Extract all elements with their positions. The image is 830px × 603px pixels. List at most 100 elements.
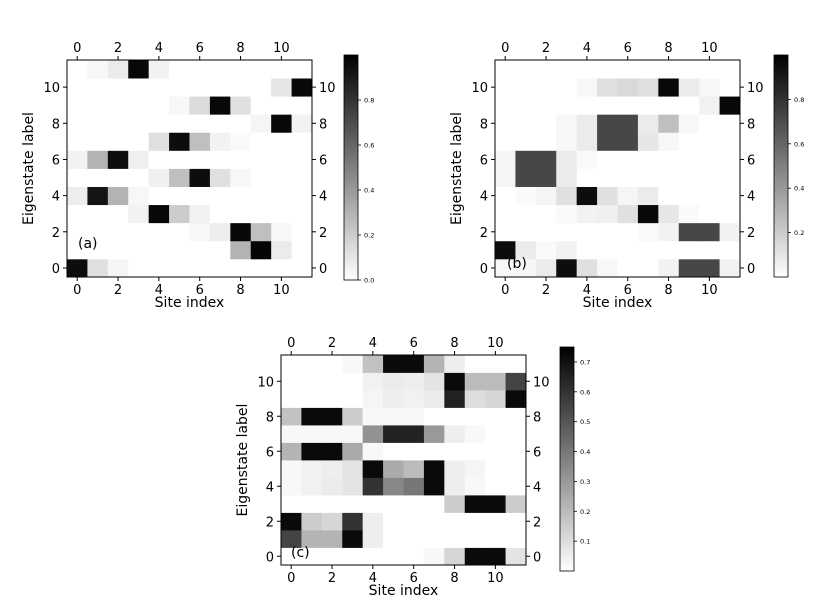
heatmap-cell — [301, 407, 323, 426]
heatmap-cell — [281, 460, 302, 478]
heatmap-cell — [301, 477, 323, 496]
heatmap-cell — [107, 240, 129, 260]
heatmap-cell — [464, 355, 486, 373]
heatmap-cell — [495, 222, 516, 242]
heatmap-cell — [719, 222, 741, 242]
heatmap-cell — [128, 114, 150, 133]
heatmap-cell — [444, 442, 466, 461]
heatmap-cell — [209, 96, 231, 115]
heatmap-cell — [403, 372, 425, 391]
heatmap-cell — [556, 204, 578, 224]
heatmap-cell — [485, 530, 506, 548]
x-axis-label: Site index — [583, 295, 653, 311]
colorbar-tick-label: 0.1 — [580, 538, 590, 546]
heatmap-cell — [128, 78, 150, 97]
heatmap-cell — [250, 168, 272, 187]
x-axis-label: Site index — [155, 295, 225, 311]
heatmap-cell — [189, 204, 211, 224]
heatmap-cell — [362, 547, 384, 566]
heatmap-cell — [189, 114, 211, 133]
heatmap-cell — [169, 96, 190, 115]
heatmap-cell — [148, 96, 170, 115]
heatmap-cell — [556, 240, 578, 260]
heatmap-cell — [464, 495, 486, 513]
heatmap-cell — [87, 168, 109, 187]
heatmap-cell — [423, 372, 445, 391]
heatmap-cell — [281, 530, 302, 548]
heatmap-cell — [281, 512, 302, 531]
heatmap-cell — [699, 96, 720, 115]
x-tick-label-bottom: 0 — [73, 283, 81, 298]
heatmap-cell — [291, 222, 313, 242]
heatmap-cell — [485, 372, 506, 391]
heatmap-cell — [342, 530, 364, 548]
y-tick-label-right: 6 — [319, 153, 327, 168]
heatmap-cell — [444, 407, 466, 426]
heatmap-cell — [515, 96, 537, 115]
heatmap-cell — [423, 425, 445, 443]
x-tick-label-bottom: 4 — [155, 283, 163, 298]
heatmap-cell — [505, 390, 527, 408]
heatmap-cell — [515, 150, 537, 169]
heatmap-cell — [107, 96, 129, 115]
y-tick-label-right: 10 — [533, 375, 550, 390]
heatmap-cell — [495, 96, 516, 115]
x-tick-label-bottom: 10 — [273, 283, 290, 298]
heatmap-cell — [556, 60, 578, 79]
heatmap-cell — [128, 258, 150, 278]
heatmap-cell — [362, 460, 384, 478]
heatmap-cell — [678, 204, 700, 224]
heatmap-cell — [230, 222, 252, 242]
heatmap-cell — [597, 60, 618, 79]
heatmap-cell — [505, 372, 527, 391]
heatmap-cell — [209, 132, 231, 151]
heatmap-cell — [128, 132, 150, 151]
heatmap-cell — [148, 186, 170, 206]
heatmap-cell — [535, 222, 557, 242]
heatmap-cell — [403, 530, 425, 548]
heatmap-cell — [230, 150, 252, 169]
heatmap-cell — [383, 460, 404, 478]
heatmap-cell — [597, 150, 618, 169]
heatmap-cell — [495, 114, 516, 133]
heatmap-cell — [678, 168, 700, 187]
heatmap-cell — [576, 114, 598, 133]
x-tick-label-top: 6 — [624, 41, 632, 56]
heatmap-cell — [271, 222, 292, 242]
heatmap-cell — [444, 372, 466, 391]
heatmap-cell — [362, 390, 384, 408]
colorbar-tick-label: 0.6 — [794, 140, 804, 148]
heatmap-cell — [495, 186, 516, 206]
heatmap-cell — [658, 96, 680, 115]
x-tick-label-top: 4 — [369, 336, 377, 351]
colorbar-tick-label: 0.8 — [794, 96, 804, 104]
y-tick-label-left: 8 — [480, 117, 488, 132]
heatmap-cell — [230, 204, 252, 224]
heatmap-cell — [362, 407, 384, 426]
heatmap-cell — [281, 372, 302, 391]
heatmap-cell — [637, 240, 659, 260]
heatmap-cell — [699, 114, 720, 133]
heatmap-cell — [495, 240, 516, 260]
y-tick-label-left: 0 — [480, 262, 488, 277]
heatmap-cell — [576, 240, 598, 260]
heatmap-cell — [281, 355, 302, 373]
heatmap-cell — [230, 78, 252, 97]
heatmap-cell — [637, 168, 659, 187]
heatmap-cell — [464, 547, 486, 566]
heatmap-cell — [383, 442, 404, 461]
heatmap-cell — [189, 78, 211, 97]
panel-label: (b) — [507, 256, 527, 272]
heatmap-cell — [67, 222, 88, 242]
heatmap-cell — [485, 460, 506, 478]
heatmap-cell — [291, 78, 313, 97]
heatmap-cell — [148, 60, 170, 79]
heatmap-cell — [281, 477, 302, 496]
heatmap-cell — [301, 530, 323, 548]
heatmap-cell — [576, 258, 598, 278]
y-tick-label-left: 2 — [52, 226, 60, 241]
heatmap-cell — [383, 477, 404, 496]
heatmap-cell — [423, 495, 445, 513]
heatmap-cell — [107, 60, 129, 79]
heatmap-cell — [383, 495, 404, 513]
